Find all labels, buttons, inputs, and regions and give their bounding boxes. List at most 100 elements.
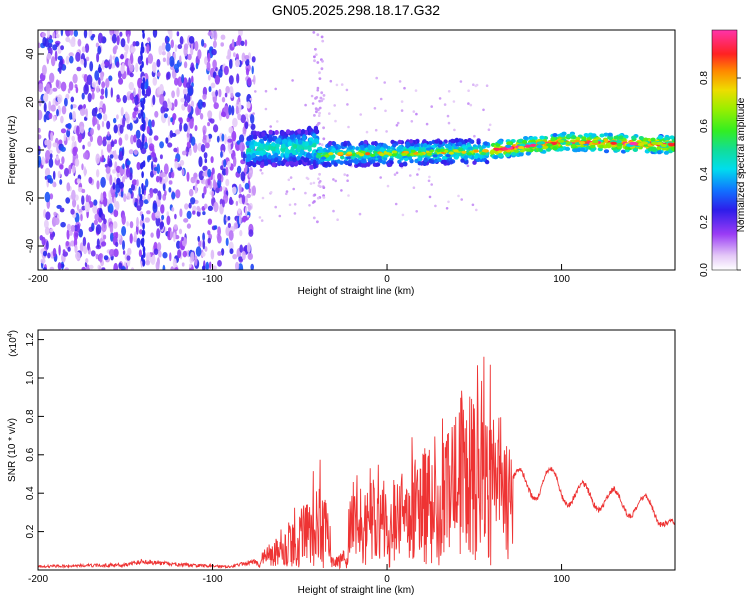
spectrogram-cell	[66, 229, 70, 240]
spectrogram-cell	[296, 134, 301, 140]
spectrogram-cell	[38, 127, 41, 133]
spectrogram-cell	[179, 55, 182, 63]
spectrogram-cell	[129, 233, 133, 244]
spectrogram-cell	[452, 100, 456, 103]
spectrogram-cell	[238, 257, 244, 263]
colorbar-ticks: 0.0 0.2 0.4 0.6 0.8	[699, 71, 741, 277]
spectrogram-cell	[637, 142, 644, 147]
spectrogram-cell	[229, 58, 233, 69]
spectrogram-cell	[164, 175, 169, 183]
spectrogram-cell	[618, 135, 624, 140]
spectrogram-cell	[49, 193, 54, 200]
spectrogram-cell	[41, 32, 46, 38]
spectrogram-cell	[159, 83, 164, 95]
spectrogram-cell	[49, 153, 53, 159]
spectrogram-cell	[442, 159, 447, 164]
spectrogram-cell	[525, 151, 531, 156]
spectrogram-cell	[469, 103, 473, 107]
spectrogram-cell	[460, 158, 465, 163]
spectrogram-cell	[139, 193, 143, 201]
spectrogram-cell	[94, 106, 98, 114]
snr-marks	[38, 356, 675, 570]
spectrogram-cell	[467, 146, 473, 150]
spectrogram-cell	[412, 186, 416, 189]
spectrogram-cell	[536, 145, 543, 149]
spectrogram-cell	[340, 155, 345, 160]
spectrogram-cell	[94, 70, 100, 81]
spectrogram-cell	[96, 180, 100, 190]
spectrogram-cell	[142, 259, 146, 267]
spectrogram-cell	[207, 178, 211, 186]
spectrogram-cell	[346, 174, 349, 177]
spectrogram-cell	[274, 87, 278, 91]
spectrogram-cell	[242, 216, 247, 223]
spectrogram-cell	[60, 221, 66, 228]
spectrogram-cell	[159, 154, 163, 160]
spectrogram-cell	[38, 42, 41, 49]
spectrogram-cell	[392, 143, 397, 148]
spectrogram-cell	[142, 222, 145, 230]
spectrogram-cell	[183, 123, 188, 132]
spectrogram-cell	[47, 52, 52, 60]
spectrogram-cell	[170, 117, 174, 123]
spectrogram-cell	[438, 97, 442, 100]
spectrogram-cell	[44, 139, 49, 146]
spectrogram-cell	[83, 245, 88, 255]
spectrogram-y-tick-label: 20	[25, 96, 36, 108]
spectrogram-cell	[104, 87, 108, 99]
spectrogram-cell	[155, 261, 160, 270]
spectrogram-cell	[167, 30, 171, 35]
spectrogram-cell	[384, 109, 387, 113]
spectrogram-cell	[475, 208, 478, 212]
spectrogram-cell	[173, 224, 178, 230]
spectrogram-cell	[102, 191, 107, 200]
spectrogram-cell	[70, 104, 73, 110]
spectrogram-cell	[201, 39, 205, 47]
spectrogram-cell	[180, 97, 186, 103]
spectrogram-cell	[91, 222, 95, 232]
spectrogram-cell	[172, 258, 177, 268]
spectrogram-cell	[65, 197, 71, 204]
spectrogram-cell	[92, 116, 98, 126]
spectrogram-cell	[144, 217, 150, 223]
spectrogram-cell	[186, 93, 191, 103]
spectrogram-cell	[248, 123, 252, 127]
spectrogram-cell	[197, 99, 204, 110]
spectrogram-cell	[135, 62, 139, 73]
spectrogram-cell	[94, 213, 99, 221]
spectrogram-cell	[107, 131, 110, 137]
spectrogram-cell	[49, 228, 54, 233]
spectrogram-cell	[225, 166, 229, 176]
spectrogram-cell	[235, 92, 241, 98]
spectrogram-cell	[169, 230, 173, 239]
spectrogram-cell	[217, 173, 222, 181]
spectrogram-cell	[314, 97, 317, 100]
spectrogram-cell	[472, 160, 477, 165]
spectrogram-cell	[391, 153, 397, 157]
spectrogram-cell	[250, 123, 256, 130]
spectrogram-cell	[409, 174, 412, 177]
spectrogram-cell	[126, 65, 130, 76]
spectrogram-cell	[115, 200, 120, 211]
spectrogram-cell	[244, 55, 250, 60]
spectrogram-cell	[188, 263, 192, 268]
spectrogram-cell	[333, 104, 337, 107]
spectrogram-cell	[239, 229, 243, 237]
spectrogram-cell	[321, 39, 325, 43]
spectrogram-cell	[93, 219, 98, 225]
snr-frame	[37, 329, 676, 571]
spectrogram-cell	[81, 195, 85, 206]
spectrogram-cell	[293, 203, 297, 206]
spectrogram-cell	[121, 214, 126, 226]
spectrogram-cell	[215, 89, 219, 97]
spectrogram-cell	[211, 190, 214, 199]
spectrogram-cell	[59, 164, 64, 170]
spectrogram-cell	[86, 56, 90, 62]
spectrogram-cell	[134, 201, 138, 208]
spectrogram-cell	[168, 171, 172, 179]
spectrogram-cell	[190, 176, 196, 184]
spectrogram-cell	[340, 189, 343, 192]
spectrogram-cell	[660, 143, 667, 148]
colorbar-tick-label: 0.4	[699, 167, 710, 181]
spectrogram-cell	[379, 176, 383, 179]
